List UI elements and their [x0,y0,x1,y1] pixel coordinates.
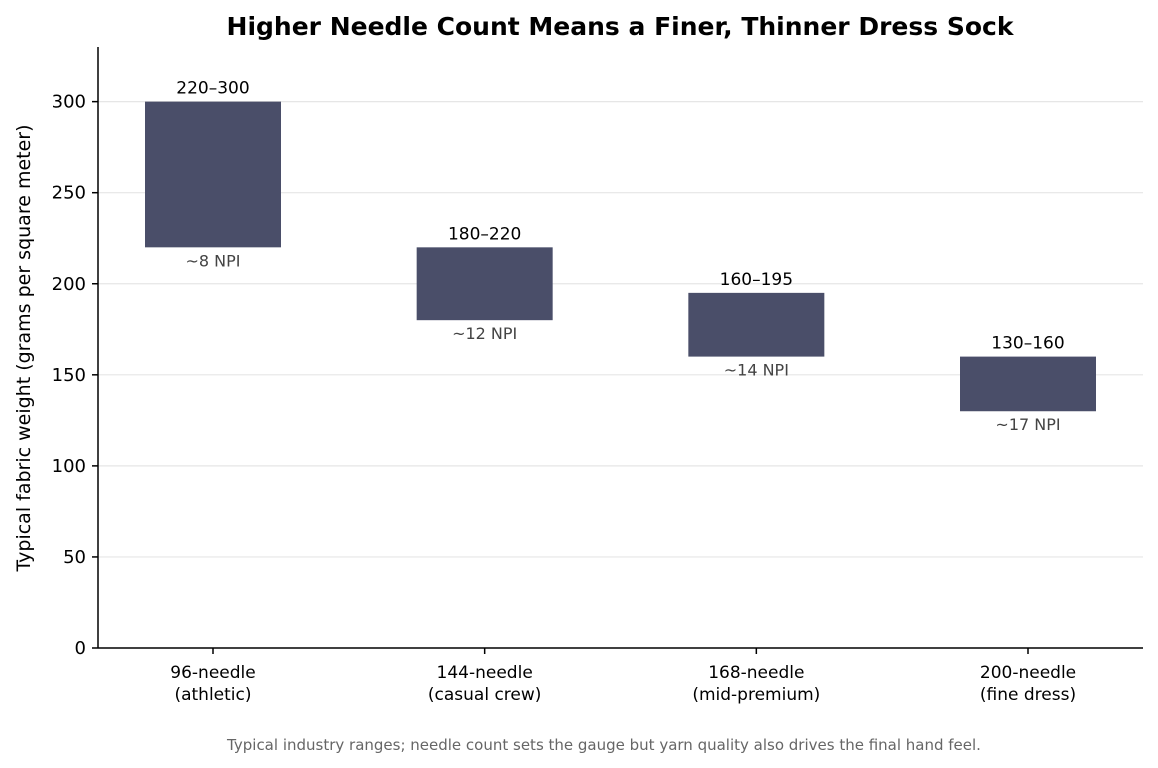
x-tick-label-line: 200-needle [980,663,1076,683]
x-tick-label-line: (mid-premium) [692,685,820,705]
x-tick-label-line: 144-needle [437,663,533,683]
range-label: 160–195 [720,270,793,290]
range-bar [145,101,281,248]
chart-caption: Typical industry ranges; needle count se… [226,736,981,754]
y-axis-label: Typical fabric weight (grams per square … [13,124,35,572]
range-label: 130–160 [991,334,1064,354]
y-tick-label: 250 [52,183,86,204]
x-tick-label: 200-needle (fine dress) [980,663,1076,705]
chart-title: Higher Needle Count Means a Finer, Thinn… [227,12,1015,41]
x-tick-label: 96-needle (athletic) [170,663,255,705]
bar-labels: 220–300 ~8 NPI 180–220 ~12 NPI 160–195 ~14 NP… [176,79,1064,435]
y-tick-label: 150 [52,365,86,386]
y-tick-label: 100 [52,456,86,477]
range-bar [688,292,825,357]
npi-label: ~12 NPI [452,324,517,343]
x-tick-label-line: 96-needle [170,663,255,683]
y-tick-label: 200 [52,274,86,295]
x-tick-label-line: (fine dress) [980,685,1076,705]
range-bar [960,356,1096,412]
x-tick-label: 168-needle (mid-premium) [692,663,820,705]
y-tick-label: 50 [63,547,86,568]
npi-label: ~14 NPI [724,361,789,380]
x-tick-label-line: (casual crew) [428,685,542,705]
x-tick-label-line: (athletic) [174,685,251,705]
y-tick-label: 0 [75,638,86,659]
range-label: 220–300 [176,79,249,99]
range-label: 180–220 [448,224,521,244]
x-tick-label-line: 168-needle [708,663,804,683]
npi-label: ~8 NPI [185,251,240,270]
range-bar [416,247,553,321]
y-tick-label: 300 [52,92,86,113]
bars [145,101,1096,412]
axes: 0 50 100 150 200 250 300 96-needle (athletic) 144… [52,47,1143,705]
x-tick-label: 144-needle (casual crew) [428,663,542,705]
npi-label: ~17 NPI [995,415,1060,434]
